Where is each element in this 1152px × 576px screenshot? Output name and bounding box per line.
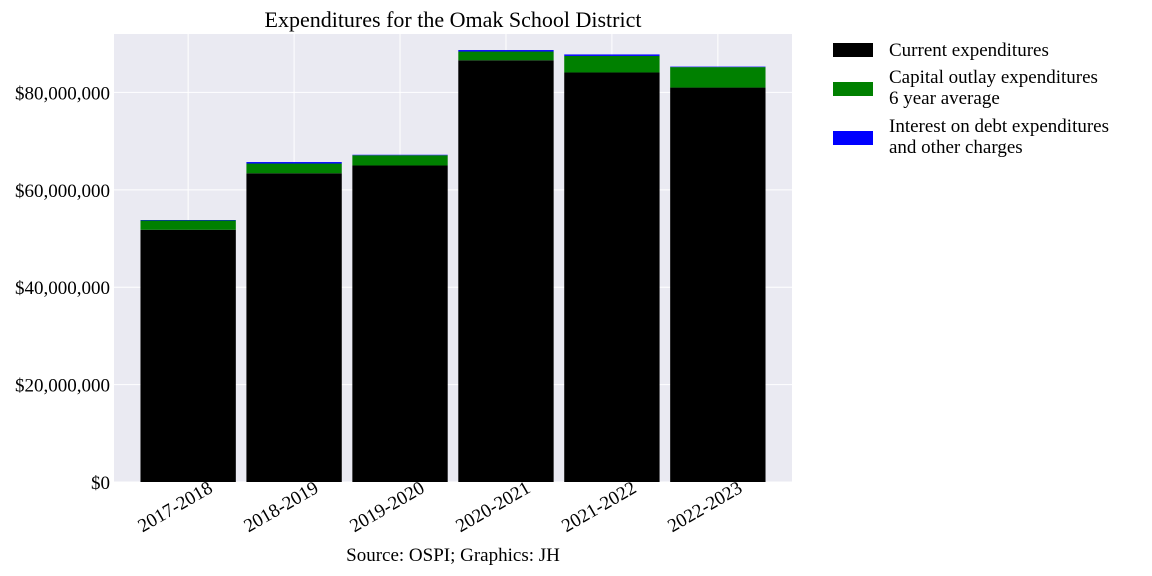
bar-2018-2019-series-1 <box>246 163 342 174</box>
legend-label: Interest on debt expenditures and other c… <box>889 116 1109 158</box>
legend-swatch <box>833 131 873 145</box>
x-tick-label: 2018-2019 <box>240 478 322 537</box>
y-axis: $0 $20,000,000 $40,000,000 $60,000,000 $80,0… <box>15 83 110 494</box>
bar-2019-2020-series-0 <box>352 165 448 482</box>
bar-2020-2021-series-2 <box>458 50 554 52</box>
x-tick-label: 2022-2023 <box>664 478 746 537</box>
bar-2021-2022-series-0 <box>564 72 660 482</box>
legend: Current expenditures Capital outlay expen… <box>833 40 1109 158</box>
bar-2022-2023-series-0 <box>670 87 766 482</box>
chart-title: Expenditures for the Omak School Distric… <box>265 7 642 32</box>
bars <box>140 50 766 482</box>
y-tick-label: $80,000,000 <box>15 83 110 104</box>
x-tick-label: 2021-2022 <box>558 478 640 537</box>
bar-2021-2022-series-2 <box>564 54 660 56</box>
bar-2021-2022-series-1 <box>564 55 660 73</box>
bar-2020-2021-series-1 <box>458 51 554 61</box>
y-tick-label: $40,000,000 <box>15 278 110 299</box>
bar-2018-2019-series-0 <box>246 173 342 482</box>
source-note: Source: OSPI; Graphics: JH <box>346 545 560 566</box>
bar-2017-2018-series-1 <box>140 220 236 230</box>
legend-swatch <box>833 82 873 96</box>
x-tick-label: 2020-2021 <box>452 478 534 537</box>
bar-2020-2021-series-0 <box>458 60 554 482</box>
y-tick-label: $60,000,000 <box>15 181 110 202</box>
legend-label: Current expenditures <box>889 40 1049 61</box>
bar-2019-2020-series-1 <box>352 155 448 166</box>
bar-2022-2023-series-1 <box>670 67 766 88</box>
x-tick-label: 2017-2018 <box>135 478 217 537</box>
y-tick-label: $20,000,000 <box>15 376 110 397</box>
legend-swatch <box>833 43 873 57</box>
x-axis: 2017-2018 2018-2019 2019-2020 2020-2021 2021… <box>135 478 746 537</box>
x-tick-label: 2019-2020 <box>346 478 428 537</box>
legend-label: Capital outlay expenditures 6 year averag… <box>889 67 1098 109</box>
y-tick-label: $0 <box>91 473 110 494</box>
bar-2018-2019-series-2 <box>246 162 342 164</box>
bar-2017-2018-series-0 <box>140 229 236 482</box>
